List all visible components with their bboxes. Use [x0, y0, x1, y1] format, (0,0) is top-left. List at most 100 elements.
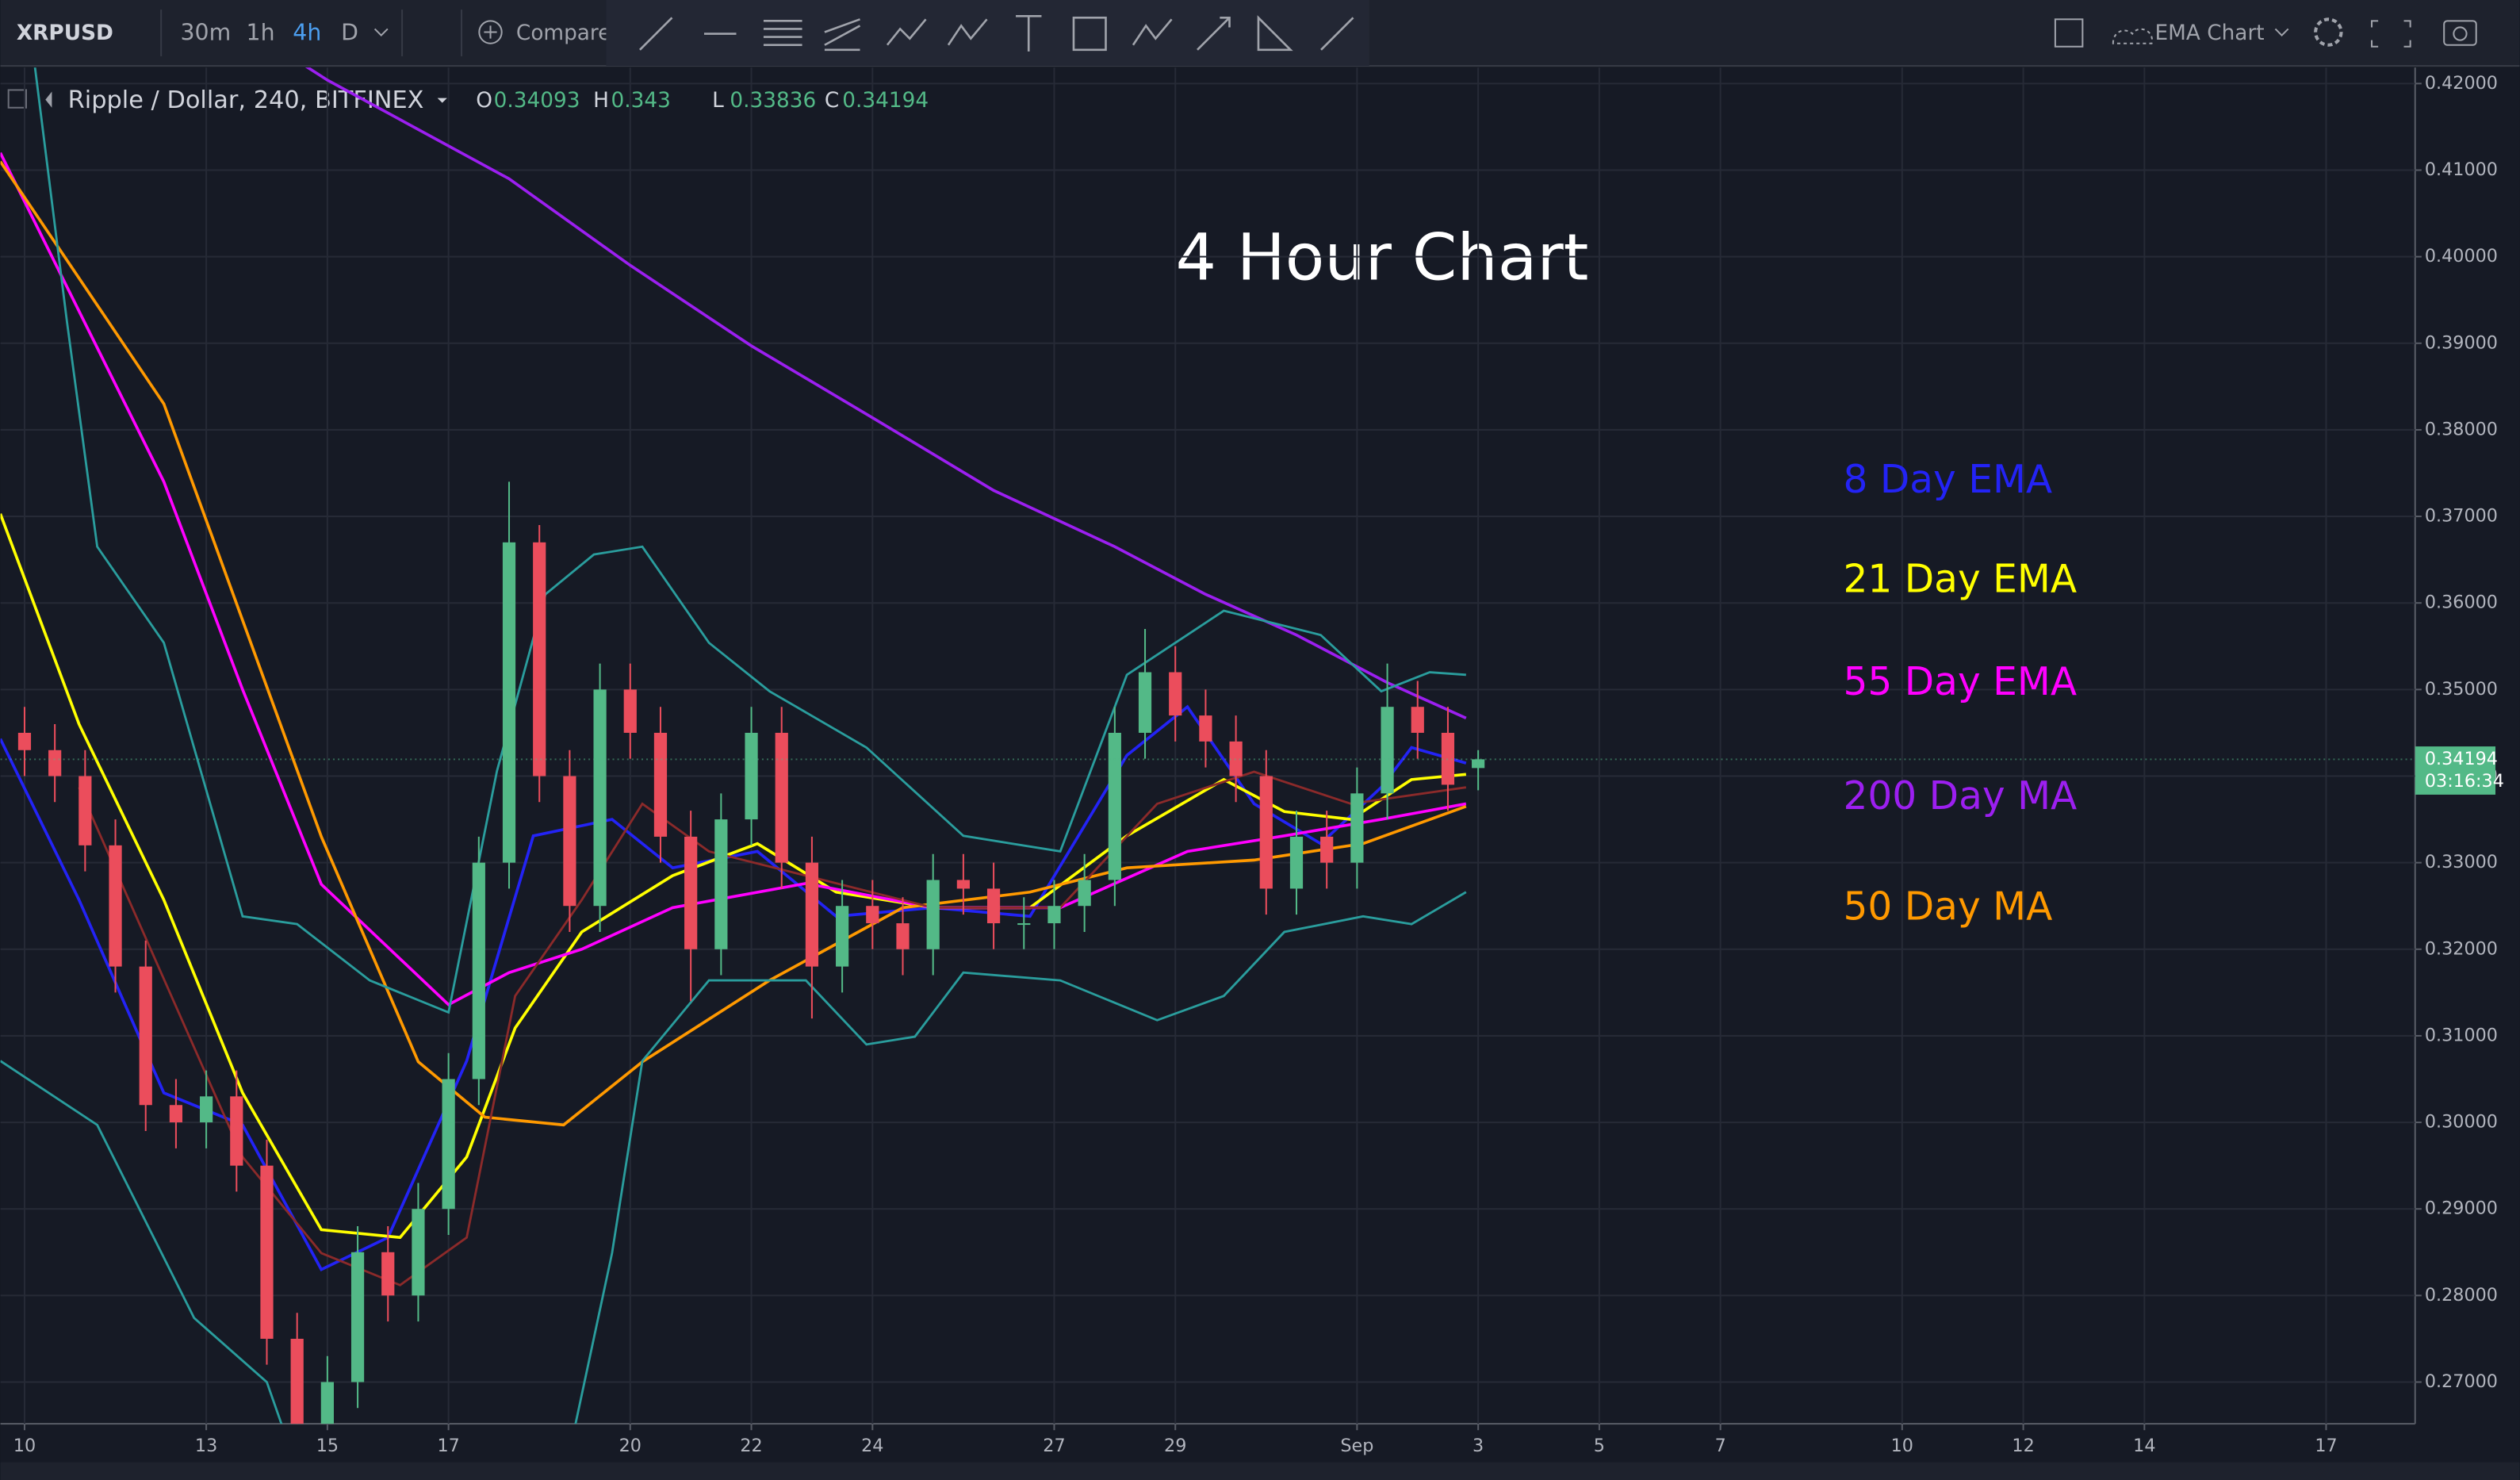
interval-button[interactable]: 1h	[247, 20, 275, 46]
candle-body	[714, 819, 728, 949]
candle-body	[320, 1382, 334, 1424]
expand-icon[interactable]	[7, 89, 28, 109]
candle-body	[745, 732, 758, 820]
pitchfork-tool[interactable]	[824, 18, 861, 52]
layout-icon[interactable]	[2054, 18, 2084, 48]
candle-body	[986, 888, 1001, 924]
measure-tool[interactable]	[1257, 15, 1293, 52]
candle-body	[1289, 836, 1304, 889]
x-tick-label: 5	[1594, 1436, 1605, 1456]
screenshot-icon	[2453, 26, 2468, 41]
indicator-line	[304, 67, 1467, 720]
compare-icon	[484, 25, 497, 39]
indicator-line	[33, 67, 1466, 1014]
candle-body	[1472, 759, 1485, 769]
ohlc-key: O	[476, 89, 492, 113]
series-title: Ripple / Dollar, 240, BITFINEX	[68, 86, 424, 114]
abcd-tool[interactable]	[947, 18, 988, 46]
candle-body	[593, 689, 607, 907]
candle-body	[1411, 707, 1424, 733]
candle-body	[1108, 732, 1121, 880]
ohlc-value: 0.34194	[842, 89, 929, 113]
legend-label: 200 Day MA	[1843, 774, 2077, 819]
candle-body	[684, 836, 698, 949]
candle-body	[1199, 715, 1212, 742]
symbol[interactable]: XRPUSD	[17, 21, 113, 45]
x-tick-label: 20	[619, 1436, 641, 1456]
last-price-tag	[2415, 746, 2496, 795]
ohlc-value: 0.34093	[494, 89, 580, 113]
candle-body	[79, 776, 92, 845]
cloud-icon[interactable]	[2112, 28, 2153, 44]
magnet-tool[interactable]	[1320, 17, 1354, 51]
y-tick-label: 0.29000	[2425, 1198, 2498, 1219]
candle-body	[381, 1252, 395, 1296]
candle-body	[866, 906, 879, 924]
candle-body	[169, 1105, 183, 1123]
candle-body	[836, 906, 849, 967]
candle-body	[1017, 923, 1031, 926]
indicator-line	[0, 891, 1467, 1424]
candle-body	[623, 689, 637, 733]
x-tick-label: 14	[2133, 1436, 2155, 1456]
candle-body	[139, 966, 152, 1106]
pattern-tool[interactable]	[886, 18, 927, 46]
dropdown-icon[interactable]	[373, 28, 389, 37]
legend-label: 55 Day EMA	[1843, 660, 2077, 704]
fib-tool[interactable]	[763, 20, 802, 47]
x-tick-label: 7	[1715, 1436, 1726, 1456]
plot-area	[0, 67, 2415, 1424]
compare-button[interactable]: Compare	[516, 21, 611, 45]
candle-body	[1078, 880, 1091, 907]
text-tool[interactable]	[1016, 14, 1042, 52]
ohlc-key: C	[825, 89, 839, 113]
interval-button[interactable]: 30m	[180, 20, 231, 46]
candle-body	[200, 1096, 213, 1123]
y-tick-label: 0.27000	[2425, 1371, 2498, 1392]
x-tick-label: 15	[316, 1436, 339, 1456]
dropdown-icon[interactable]	[437, 98, 447, 103]
x-tick-label: 24	[861, 1436, 883, 1456]
ohlc-value: 0.343	[611, 89, 670, 113]
candle-body	[109, 845, 122, 967]
screenshot-icon[interactable]	[2443, 20, 2477, 46]
chart-name[interactable]: EMA Chart	[2155, 21, 2265, 45]
candle-body	[412, 1209, 425, 1296]
candle-body	[896, 923, 910, 949]
x-tick-label: 13	[195, 1436, 217, 1456]
x-tick-label: 3	[1473, 1436, 1484, 1456]
candle-body	[775, 732, 788, 863]
y-tick-label: 0.31000	[2425, 1025, 2498, 1045]
interval-button[interactable]: D	[341, 20, 358, 46]
interval-button[interactable]: 4h	[293, 20, 321, 46]
candle-body	[17, 732, 32, 750]
legend-label: 50 Day MA	[1843, 885, 2052, 930]
candle-body	[563, 776, 576, 907]
candle-body	[1350, 793, 1364, 863]
candle-body	[350, 1252, 365, 1382]
compare-icon[interactable]	[478, 20, 503, 44]
arrow-tool[interactable]	[1197, 16, 1231, 51]
trend-line-tool[interactable]	[639, 17, 673, 51]
elliott-tool[interactable]	[1132, 18, 1173, 46]
candle-body	[1138, 672, 1152, 733]
x-tick-label: Sep	[1340, 1436, 1373, 1456]
dropdown-icon[interactable]	[2274, 28, 2289, 37]
y-tick-label: 0.28000	[2425, 1285, 2498, 1306]
candle-body	[472, 862, 485, 1079]
indicator-line	[0, 160, 1467, 1127]
shape-tool[interactable]	[1072, 16, 1107, 52]
y-tick-label: 0.39000	[2425, 332, 2498, 353]
candle-body	[1047, 906, 1061, 924]
settings-icon[interactable]	[2314, 17, 2343, 47]
candle-body	[260, 1165, 274, 1339]
candle-body	[442, 1079, 455, 1210]
y-tick-label: 0.36000	[2425, 592, 2498, 613]
candle-body	[1259, 776, 1273, 889]
ohlc-value: 0.33836	[730, 89, 816, 113]
fullscreen-icon[interactable]	[2371, 20, 2411, 48]
y-tick-label: 0.33000	[2425, 852, 2498, 872]
collapse-icon[interactable]	[45, 91, 52, 108]
candle-body	[533, 542, 546, 776]
x-tick-label: 27	[1043, 1436, 1065, 1456]
